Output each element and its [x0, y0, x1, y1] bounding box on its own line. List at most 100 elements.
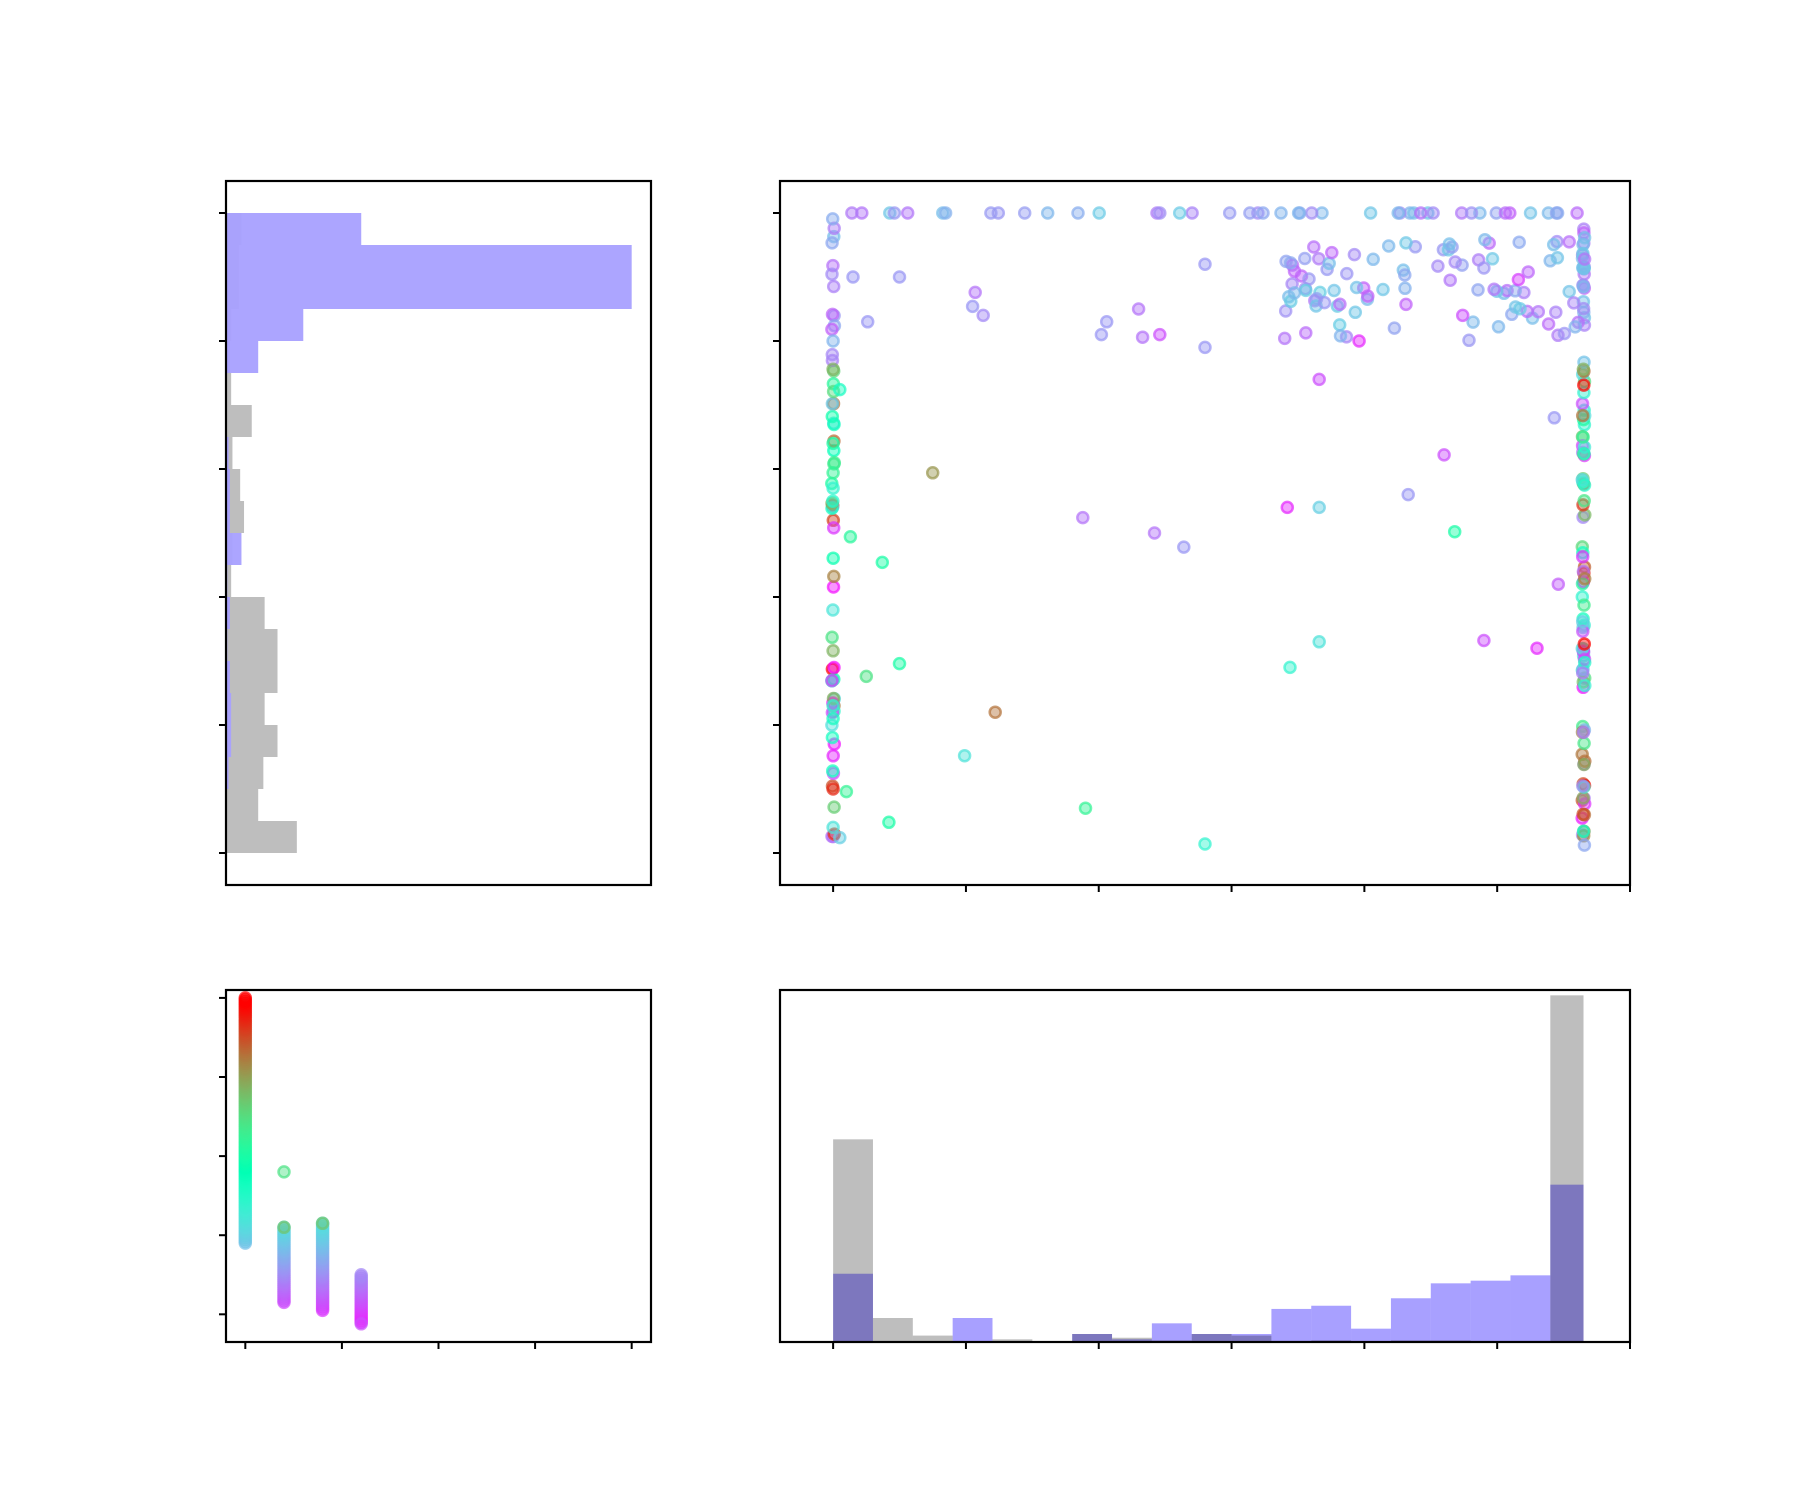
histogram-bar — [226, 725, 278, 757]
histogram-bar — [226, 213, 362, 245]
axes-frame-top-right — [773, 179, 1632, 892]
scatter-point — [1017, 206, 1032, 220]
scatter-point — [1557, 326, 1572, 341]
histogram-bar — [226, 821, 297, 853]
scatter-point — [826, 644, 840, 658]
scatter-point — [1325, 245, 1339, 260]
scatter-point — [1401, 487, 1415, 502]
scatter-point — [1327, 283, 1341, 298]
scatter-point — [1477, 633, 1491, 648]
scatter-point — [984, 206, 998, 220]
scatter-point — [825, 267, 839, 281]
scatter-point — [1381, 239, 1396, 253]
scatter-point — [1153, 206, 1167, 220]
scatter-point — [1575, 550, 1590, 564]
scatter-point — [968, 285, 982, 300]
scatter-point — [1471, 283, 1485, 297]
scatter-point — [1466, 315, 1480, 329]
scatter-point — [826, 699, 840, 713]
scatter-point — [1477, 261, 1491, 275]
scatter-point — [1398, 281, 1412, 296]
scatter-point — [827, 569, 841, 584]
scatter-point — [1291, 206, 1306, 220]
scatter-point — [1135, 330, 1150, 344]
scatter-point — [1376, 282, 1390, 297]
scatter-point — [1347, 247, 1362, 262]
scatter-point — [1521, 265, 1535, 279]
histogram-bar — [226, 629, 278, 661]
axes-border-bottom-right — [778, 988, 1632, 1344]
scatter-point — [957, 748, 972, 763]
scatter-point — [827, 660, 841, 675]
scatter-point — [875, 555, 890, 570]
scatter-point — [1546, 237, 1561, 252]
scatter-point — [1391, 206, 1405, 220]
scatter-point — [825, 322, 839, 337]
scatter-point — [277, 1220, 291, 1235]
scatter-point — [1576, 624, 1590, 639]
scatter-point — [825, 347, 840, 362]
histogram-bar — [1311, 1305, 1352, 1342]
scatter-point — [833, 382, 847, 397]
histogram-bar — [226, 309, 304, 341]
scatter-point — [1040, 206, 1055, 220]
scatter-point — [1071, 206, 1085, 220]
histogram-bar — [226, 501, 230, 533]
scatter-point — [1508, 284, 1522, 298]
scatter-point — [826, 749, 840, 763]
scatter-point — [1577, 230, 1592, 245]
scatter-point — [839, 784, 854, 799]
scatter-point — [938, 206, 953, 220]
scatter-point — [1576, 824, 1591, 839]
scatter-point — [1078, 801, 1093, 815]
scatter-point — [827, 800, 841, 814]
scatter-point — [1076, 510, 1090, 525]
scatter-point — [1222, 206, 1237, 220]
scatter-point — [1577, 478, 1592, 492]
scatter-point — [1549, 305, 1563, 319]
scatter-point — [1092, 206, 1106, 220]
scatter-point — [1478, 232, 1492, 247]
scatter-point — [1577, 598, 1591, 612]
scatter-point — [1399, 236, 1413, 250]
histogram-bar — [226, 437, 233, 469]
histogram-bar — [1231, 1334, 1272, 1342]
scatter-point — [882, 815, 896, 830]
scatter-point — [1387, 321, 1402, 335]
scatter-point — [1530, 641, 1544, 655]
scatter-point — [826, 481, 840, 495]
scatter-point — [1349, 280, 1364, 295]
scatter-point — [1398, 268, 1412, 282]
histogram-bar — [1151, 1323, 1192, 1342]
scatter-point — [1575, 408, 1590, 423]
scatter-point — [826, 362, 840, 376]
scatter-point — [892, 656, 907, 671]
axes-border-top-left — [224, 179, 653, 887]
scatter-point — [1304, 206, 1319, 220]
histogram-bar — [226, 501, 245, 533]
scatter-point — [1185, 206, 1199, 220]
scatter-point — [1177, 540, 1191, 554]
scatter-point — [826, 782, 840, 796]
plot-area-top-left — [226, 213, 632, 853]
histogram-bar — [226, 661, 278, 693]
scatter-point — [1487, 282, 1501, 297]
scatter-point — [826, 436, 840, 451]
histogram-bar — [226, 245, 632, 309]
axes-border-bottom-left — [224, 988, 653, 1344]
scatter-point — [1299, 283, 1313, 298]
scatter-point — [1541, 317, 1556, 331]
scatter-point — [825, 630, 839, 645]
scatter-point — [1577, 757, 1591, 772]
scatter-point — [354, 1317, 368, 1331]
scatter-point — [976, 308, 990, 323]
scatter-point — [1352, 334, 1366, 348]
histogram-bar — [1390, 1298, 1431, 1342]
scatter-point — [826, 494, 840, 508]
scatter-point — [1551, 577, 1566, 591]
scatter-point — [859, 669, 874, 684]
scatter-point — [826, 466, 840, 480]
scatter-point — [988, 705, 1002, 719]
